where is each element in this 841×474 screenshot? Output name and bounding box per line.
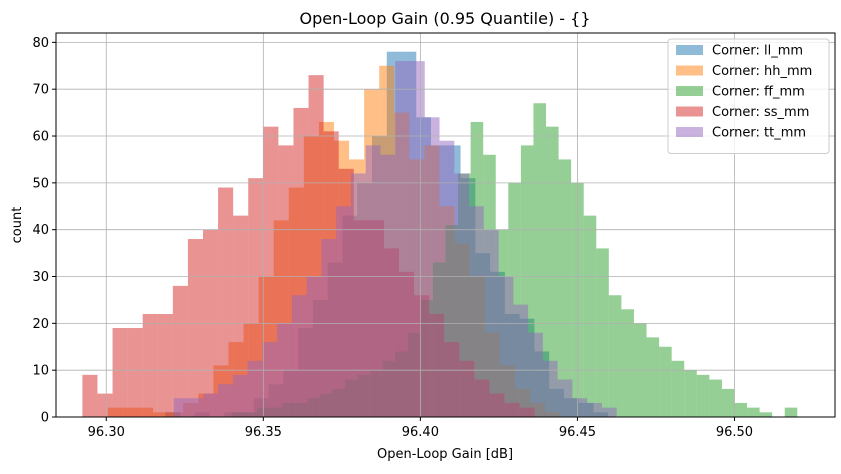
- histogram-bar: [187, 239, 204, 417]
- legend-label: Corner: hh_mm: [712, 64, 812, 79]
- histogram-bar: [587, 402, 602, 417]
- legend: Corner: ll_mm Corner: hh_mm Corner: ff_mm C…: [667, 38, 830, 154]
- y-tick-label: 70: [32, 83, 49, 98]
- histogram-bar: [232, 374, 248, 417]
- histogram-bar: [784, 407, 798, 417]
- y-tick-label: 10: [32, 364, 49, 379]
- histogram-bar: [157, 313, 173, 417]
- y-tick-label: 20: [32, 317, 49, 332]
- y-tick-label: 80: [32, 36, 49, 51]
- histogram-bar: [127, 328, 143, 417]
- histogram-bar: [572, 398, 588, 417]
- histogram-bar: [424, 117, 440, 417]
- histogram-bar: [218, 384, 233, 417]
- histogram-bar: [558, 159, 572, 417]
- legend-box: [667, 38, 830, 154]
- histogram-bar: [498, 276, 514, 417]
- legend-label: Corner: ss_mm: [712, 105, 809, 120]
- histogram-bar: [248, 178, 264, 417]
- bars-layer: [82, 51, 798, 418]
- histogram-bar: [142, 313, 158, 417]
- histogram-bar: [203, 393, 219, 417]
- y-tick-label: 50: [32, 176, 49, 191]
- x-tick-label: 96.50: [716, 425, 753, 440]
- legend-swatch: [676, 127, 703, 137]
- histogram-bar: [734, 402, 748, 417]
- histogram-bar: [82, 374, 98, 417]
- histogram-bar: [759, 412, 773, 417]
- histogram-bar: [112, 328, 128, 417]
- histogram-bar: [542, 360, 558, 417]
- histogram-bar: [583, 215, 597, 417]
- histogram-bar: [684, 370, 697, 417]
- y-axis-label: count: [10, 207, 25, 244]
- histogram-bar: [721, 388, 735, 417]
- x-tick-label: 96.40: [402, 425, 439, 440]
- legend-swatch: [676, 45, 703, 55]
- histogram-bar: [380, 154, 396, 417]
- series-corner-tt-mm: [173, 61, 617, 417]
- legend-label: Corner: tt_mm: [712, 126, 806, 141]
- histogram-bar: [306, 276, 322, 417]
- histogram-bar: [596, 248, 609, 417]
- histogram-bar: [173, 398, 189, 417]
- histogram-bar: [439, 140, 455, 417]
- plot-frame: [55, 32, 836, 418]
- legend-label: Corner: ll_mm: [712, 44, 803, 59]
- histogram-bar: [601, 407, 617, 417]
- y-axis: 0 10 20 30 40 50 60 70 80: [32, 36, 56, 426]
- histogram-bar: [513, 304, 529, 417]
- x-tick-label: 96.35: [245, 425, 282, 440]
- histogram-bar: [608, 295, 622, 417]
- y-tick-label: 0: [41, 411, 49, 426]
- y-tick-label: 40: [32, 223, 49, 238]
- histogram-bar: [172, 285, 188, 417]
- histogram-bar: [350, 173, 366, 417]
- y-tick-label: 30: [32, 270, 49, 285]
- histogram-bar: [262, 342, 278, 417]
- x-axis: 96.30 96.35 96.40 96.45 96.50: [88, 417, 753, 440]
- legend-swatch: [676, 86, 703, 96]
- histogram-bar: [696, 374, 710, 417]
- histogram-bar: [365, 145, 381, 417]
- histogram-bar: [747, 407, 760, 417]
- histogram-bar: [410, 61, 425, 417]
- histogram-bar: [646, 337, 660, 417]
- legend-label: Corner: ff_mm: [712, 85, 805, 100]
- histogram-bar: [97, 393, 113, 417]
- histogram-bar: [233, 215, 249, 417]
- histogram-bar: [528, 332, 543, 417]
- chart-title: Open-Loop Gain (0.95 Quantile) - {}: [299, 9, 590, 28]
- histogram-bar: [188, 398, 204, 417]
- x-tick-label: 96.30: [88, 425, 125, 440]
- histogram-bar: [671, 360, 685, 417]
- y-tick-label: 60: [32, 130, 49, 145]
- x-axis-label: Open-Loop Gain [dB]: [377, 447, 513, 462]
- histogram-bar: [709, 379, 722, 417]
- histogram-bar: [395, 61, 410, 417]
- legend-swatch: [676, 106, 703, 117]
- histogram-bar: [621, 309, 634, 417]
- histogram-bar: [291, 295, 307, 417]
- x-tick-label: 96.45: [559, 425, 596, 440]
- histogram-bar: [454, 173, 470, 417]
- histogram-bar: [469, 206, 484, 417]
- histogram-bar: [336, 206, 351, 417]
- histogram-bar: [659, 346, 672, 417]
- legend-swatch: [676, 65, 703, 76]
- histogram-bar: [218, 187, 234, 417]
- histogram-bar: [321, 239, 337, 417]
- histogram-bar: [247, 360, 263, 417]
- histogram-bar: [546, 126, 559, 417]
- histogram-bar: [557, 379, 573, 417]
